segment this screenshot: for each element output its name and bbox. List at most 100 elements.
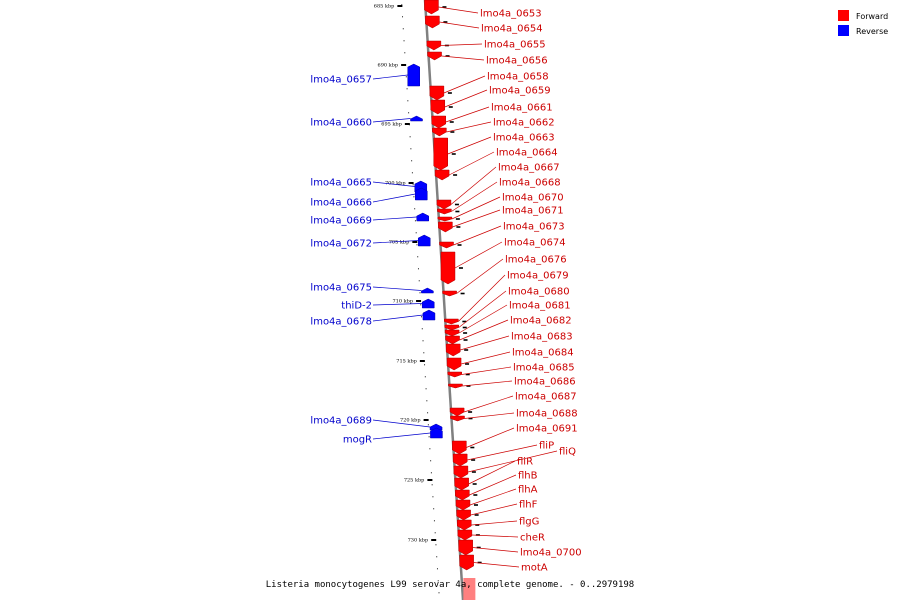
gene-tick bbox=[460, 292, 465, 295]
major-tick bbox=[427, 479, 433, 481]
minor-tick bbox=[433, 508, 435, 510]
gene-leader-line bbox=[438, 6, 479, 14]
gene-leader-line bbox=[443, 75, 486, 94]
gene-forward bbox=[429, 85, 445, 101]
gene-leader-line bbox=[463, 395, 514, 413]
minor-tick bbox=[424, 364, 426, 366]
map-title: Listeria monocytogenes L99 serovar 4a, c… bbox=[266, 580, 634, 590]
gene-forward bbox=[453, 465, 469, 479]
gene-tick bbox=[477, 561, 482, 564]
minor-tick bbox=[412, 184, 414, 186]
minor-tick bbox=[417, 256, 419, 258]
reverse-gene-label: lmo4a_0669 bbox=[310, 216, 372, 227]
minor-tick bbox=[414, 208, 416, 210]
gene-tick bbox=[455, 218, 460, 220]
minor-tick bbox=[437, 580, 439, 582]
gene-forward bbox=[444, 329, 460, 337]
gene-leader-line bbox=[372, 419, 431, 428]
gene-tick bbox=[465, 363, 470, 365]
scale-label: 725 kbp bbox=[404, 478, 425, 484]
gene-leader-line bbox=[453, 225, 502, 246]
gene-leader-line bbox=[469, 474, 517, 496]
legend-reverse-label: Reverse bbox=[856, 27, 888, 36]
gene-reverse bbox=[421, 287, 434, 294]
gene-tick bbox=[455, 210, 460, 213]
forward-gene-label: cheR bbox=[520, 533, 545, 544]
gene-forward bbox=[432, 127, 447, 137]
gene-forward bbox=[446, 357, 462, 371]
gene-forward bbox=[454, 477, 469, 491]
gene-forward bbox=[427, 51, 442, 61]
reverse-gene-label: lmo4a_0657 bbox=[310, 75, 372, 86]
gene-tick bbox=[457, 244, 462, 246]
gene-tick bbox=[456, 226, 461, 228]
forward-gene-label: lmo4a_0667 bbox=[498, 163, 560, 174]
gene-leader-line bbox=[460, 351, 511, 365]
gene-tick bbox=[449, 121, 454, 123]
gene-tick bbox=[451, 153, 456, 155]
minor-tick bbox=[418, 280, 420, 282]
gene-leader-line bbox=[470, 503, 518, 516]
forward-gene-label: lmo4a_0673 bbox=[503, 222, 565, 233]
gene-leader-line bbox=[372, 314, 423, 322]
minor-tick bbox=[411, 160, 413, 162]
gene-forward bbox=[439, 241, 454, 249]
legend-reverse-swatch bbox=[838, 25, 849, 36]
major-tick bbox=[401, 64, 407, 66]
scale-label: 710 kbp bbox=[392, 299, 413, 305]
gene-forward-partial bbox=[463, 578, 476, 600]
gene-forward bbox=[440, 251, 456, 285]
forward-gene-label: lmo4a_0655 bbox=[484, 40, 546, 51]
forward-gene-label: lmo4a_0680 bbox=[508, 287, 570, 298]
forward-gene-label: lmo4a_0664 bbox=[496, 148, 558, 159]
forward-gene-label: lmo4a_0683 bbox=[511, 332, 573, 343]
forward-gene-label: lmo4a_0670 bbox=[502, 193, 564, 204]
forward-gene-label: motA bbox=[521, 563, 548, 574]
gene-forward bbox=[424, 0, 439, 15]
forward-gene-label: lmo4a_0663 bbox=[493, 133, 555, 144]
forward-gene-label: lmo4a_0684 bbox=[512, 348, 574, 359]
gene-leader-line bbox=[448, 151, 495, 176]
gene-reverse bbox=[416, 212, 429, 222]
forward-gene-label: lmo4a_0674 bbox=[504, 238, 566, 249]
gene-leader-line bbox=[451, 181, 498, 212]
minor-tick bbox=[413, 196, 415, 198]
minor-tick bbox=[421, 316, 423, 318]
legend-forward-swatch bbox=[838, 10, 849, 21]
gene-forward bbox=[445, 335, 460, 345]
forward-gene-label: lmo4a_0659 bbox=[489, 86, 551, 97]
gene-leader-line bbox=[467, 444, 538, 461]
scale-label: 720 kbp bbox=[400, 418, 421, 424]
minor-tick bbox=[420, 304, 422, 306]
gene-tick bbox=[463, 332, 468, 334]
gene-forward bbox=[452, 453, 468, 467]
gene-leader-line bbox=[458, 274, 506, 322]
forward-gene-label: lmo4a_0688 bbox=[516, 409, 578, 420]
gene-forward bbox=[438, 221, 453, 233]
minor-tick bbox=[427, 412, 429, 414]
gene-leader-line bbox=[372, 74, 408, 80]
gene-forward bbox=[457, 529, 473, 541]
minor-tick bbox=[436, 568, 438, 570]
gene-leader-line bbox=[450, 166, 497, 205]
gene-forward bbox=[433, 137, 449, 171]
minor-tick bbox=[433, 520, 435, 522]
reverse-gene-label: lmo4a_0672 bbox=[310, 239, 372, 250]
gene-reverse bbox=[415, 187, 428, 201]
minor-tick bbox=[422, 340, 424, 342]
minor-tick bbox=[421, 328, 423, 330]
gene-tick bbox=[465, 373, 470, 376]
gene-tick bbox=[476, 546, 481, 549]
gene-leader-line bbox=[473, 562, 520, 568]
minor-tick bbox=[429, 448, 431, 450]
gene-leader-line bbox=[372, 303, 423, 306]
forward-genes: lmo4a_0653 lmo4a_0654 lmo4a_0655 lmo4a_0656… bbox=[424, 0, 582, 600]
gene-forward bbox=[458, 539, 473, 556]
gene-tick bbox=[473, 494, 478, 496]
reverse-gene-label: lmo4a_0689 bbox=[310, 416, 372, 427]
gene-tick bbox=[471, 459, 476, 461]
forward-gene-label: lmo4a_0653 bbox=[480, 9, 542, 20]
gene-leader-line bbox=[466, 427, 515, 448]
minor-tick bbox=[414, 220, 416, 222]
minor-tick bbox=[419, 292, 421, 294]
